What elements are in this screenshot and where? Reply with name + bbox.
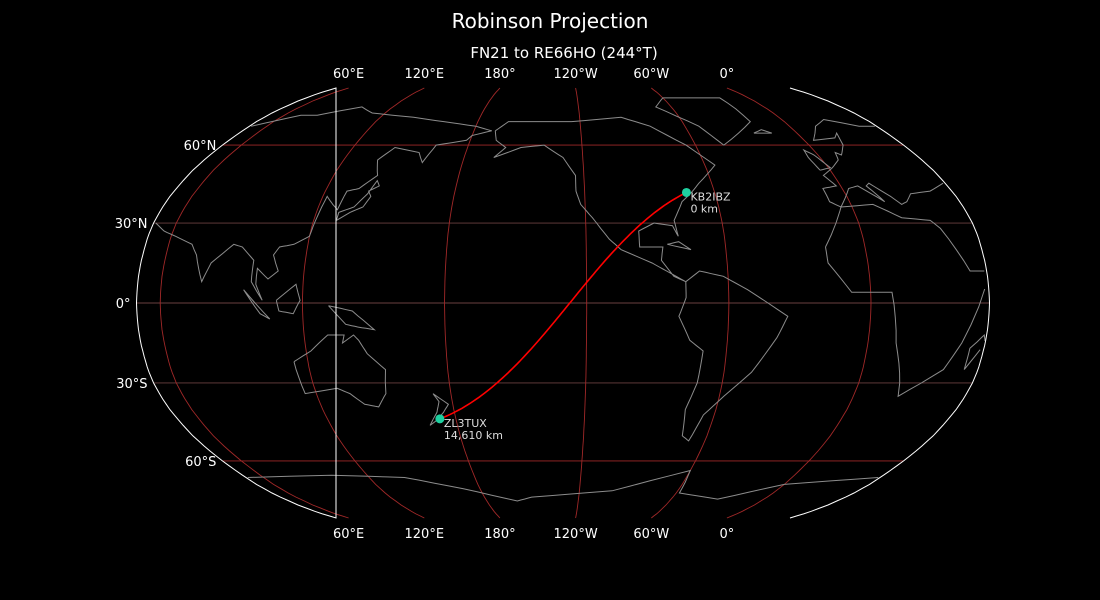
longitude-label: 0° [720, 67, 735, 82]
coastline [678, 270, 789, 442]
longitude-label: 60°W [633, 67, 669, 82]
coastline [963, 333, 986, 370]
map-title: Robinson Projection [451, 9, 649, 33]
tick-labels: 60°E 60°E 120°E 120°E 180° 180° 120°W 120°W 60°W… [115, 67, 735, 542]
longitude-label: 0° [720, 527, 735, 542]
coastline [155, 106, 492, 301]
latitude-label: 60°S [185, 455, 216, 470]
longitude-label: 120°W [554, 67, 598, 82]
longitude-label: 60°W [633, 527, 669, 542]
longitude-label: 60°E [333, 67, 364, 82]
latitude-label: 0° [116, 297, 131, 312]
station-marker [681, 187, 691, 197]
coastline [335, 179, 380, 221]
station-distance: 14,610 km [444, 429, 503, 442]
coastline [655, 97, 752, 146]
map-subtitle: FN21 to RE66HO (244°T) [470, 44, 658, 62]
longitude-label: 120°E [405, 527, 445, 542]
coastline [275, 283, 301, 315]
longitude-label: 60°E [333, 527, 364, 542]
station-callsign: ZL3TUX [444, 417, 487, 430]
coastline [802, 148, 832, 171]
meridian-line [726, 87, 872, 519]
coastline [247, 469, 879, 502]
coastline [328, 305, 377, 331]
map-outline [135, 87, 991, 519]
coastline [753, 129, 772, 134]
longitude-label: 180° [484, 67, 515, 82]
coastline [429, 393, 450, 426]
latitude-label: 60°N [184, 139, 217, 154]
coastline [812, 118, 944, 208]
meridian-line [301, 87, 425, 519]
coastline [293, 334, 387, 408]
station-callsign: KB2IBZ [690, 190, 731, 203]
meridian-line [651, 87, 730, 519]
great-circle-route [439, 191, 687, 420]
meridian-line [444, 87, 501, 519]
meridian-line [159, 87, 349, 519]
coastline [667, 241, 692, 251]
latitude-label: 30°S [116, 377, 147, 392]
coastline [825, 203, 986, 398]
meridian-line [575, 87, 588, 519]
longitude-label: 120°E [405, 67, 445, 82]
coastline [493, 116, 716, 283]
longitude-label: 120°W [554, 527, 598, 542]
graticule [136, 87, 990, 519]
coastlines [155, 97, 986, 502]
latitude-label: 30°N [115, 217, 148, 232]
station-distance: 0 km [690, 202, 718, 215]
coastline [243, 289, 271, 320]
longitude-label: 180° [484, 527, 515, 542]
station-marker [435, 414, 445, 424]
